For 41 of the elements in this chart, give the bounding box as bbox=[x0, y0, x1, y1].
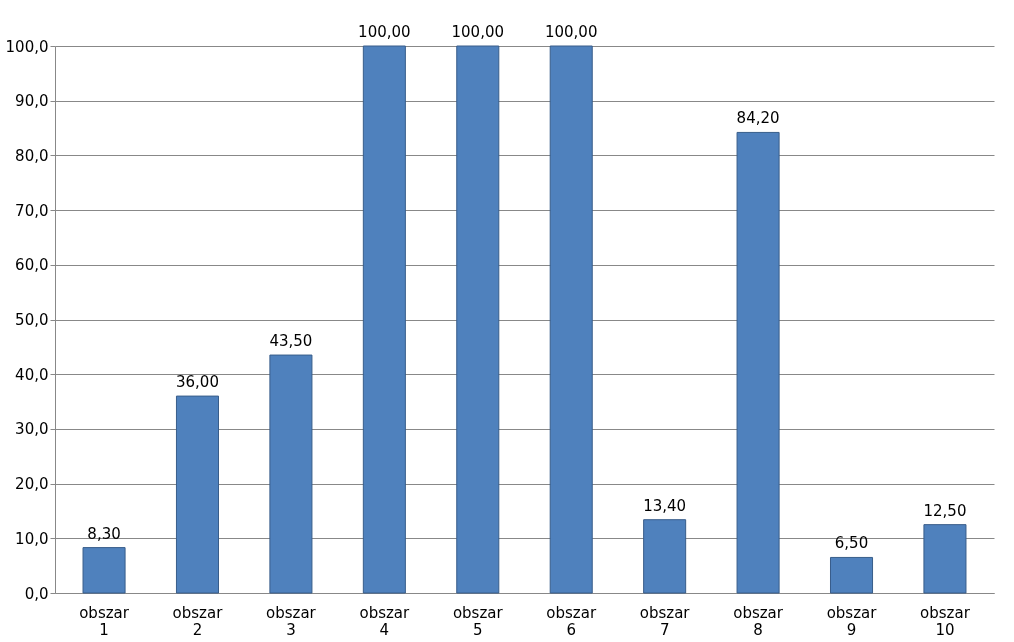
bar bbox=[643, 519, 687, 594]
bar bbox=[269, 354, 313, 594]
bar bbox=[549, 45, 593, 594]
y-tick-label: 80,0 bbox=[15, 146, 49, 165]
data-label: 100,00 bbox=[451, 23, 505, 41]
x-tick-label: obszar 7 bbox=[639, 603, 691, 639]
bar bbox=[82, 547, 126, 594]
x-tick-label: obszar 5 bbox=[452, 603, 504, 639]
x-tick-label: obszar 6 bbox=[546, 603, 597, 639]
y-tick-label: 60,0 bbox=[15, 256, 49, 275]
data-label: 100,00 bbox=[358, 23, 411, 41]
data-label: 100,00 bbox=[544, 23, 598, 41]
data-label: 6,50 bbox=[834, 534, 869, 553]
x-tick-label: obszar 3 bbox=[266, 603, 317, 639]
data-label: 36,00 bbox=[176, 373, 219, 392]
x-tick-label: obszar 4 bbox=[359, 603, 411, 639]
y-tick-label: 20,0 bbox=[15, 475, 49, 494]
bar bbox=[736, 131, 780, 594]
y-tick-label: 30,0 bbox=[15, 420, 49, 439]
bar bbox=[175, 395, 220, 594]
y-tick-label: 90,0 bbox=[15, 92, 49, 111]
x-tick-label: obszar 9 bbox=[826, 603, 878, 639]
data-label: 43,50 bbox=[269, 332, 313, 351]
bar bbox=[829, 556, 874, 594]
x-tick-label: obszar 1 bbox=[79, 603, 130, 639]
y-tick-label: 100,0 bbox=[5, 37, 49, 56]
data-label: 12,50 bbox=[923, 501, 967, 520]
bar bbox=[456, 45, 500, 594]
y-tick-label: 70,0 bbox=[15, 201, 49, 220]
bar bbox=[923, 524, 967, 594]
y-tick-label: 0,0 bbox=[24, 584, 49, 603]
x-tick-label: obszar 8 bbox=[733, 603, 784, 639]
data-label: 84,20 bbox=[736, 109, 780, 128]
y-tick-label: 10,0 bbox=[15, 529, 49, 548]
data-label: 8,30 bbox=[87, 524, 121, 543]
y-tick-label: 40,0 bbox=[15, 365, 49, 384]
x-tick-label: obszar 2 bbox=[172, 603, 224, 639]
y-tick-label: 50,0 bbox=[15, 311, 49, 329]
bar bbox=[362, 45, 406, 594]
data-label: 13,40 bbox=[643, 496, 687, 515]
x-tick-label: obszar 10 bbox=[920, 603, 971, 639]
